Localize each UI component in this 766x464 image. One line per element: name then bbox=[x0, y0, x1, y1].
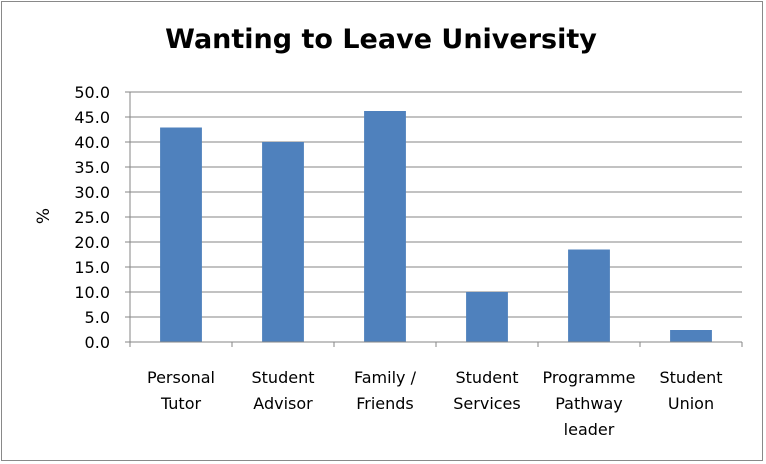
y-tick-label: 20.0 bbox=[74, 233, 110, 252]
y-tick-label: 10.0 bbox=[74, 283, 110, 302]
y-tick-label: 5.0 bbox=[85, 308, 110, 327]
y-tick-label: 35.0 bbox=[74, 158, 110, 177]
y-tick-label: 0.0 bbox=[85, 333, 110, 352]
bar bbox=[670, 330, 712, 342]
y-tick-label: 15.0 bbox=[74, 258, 110, 277]
bar bbox=[466, 292, 508, 342]
x-tick-label: Personal Tutor bbox=[147, 368, 215, 413]
bars bbox=[129, 111, 743, 347]
y-tick-label: 25.0 bbox=[74, 208, 110, 227]
y-tick-label: 30.0 bbox=[74, 183, 110, 202]
chart-title: Wanting to Leave University bbox=[165, 24, 597, 55]
gridlines bbox=[125, 91, 742, 343]
bar bbox=[364, 111, 406, 342]
y-tick-label: 50.0 bbox=[74, 83, 110, 102]
x-tick-label: Programme Pathway leader bbox=[543, 368, 636, 439]
y-tick-labels: 0.0 5.0 10.0 15.0 20.0 25.0 30.0 35.0 40.0 45.0 50… bbox=[74, 83, 110, 352]
y-tick-label: 40.0 bbox=[74, 133, 110, 152]
bar bbox=[160, 127, 202, 342]
x-tick-label: Student Union bbox=[660, 368, 723, 413]
x-tick-label: Student Advisor bbox=[252, 368, 315, 413]
x-tick-label: Family / Friends bbox=[354, 368, 417, 413]
bar bbox=[262, 142, 304, 342]
bar bbox=[568, 249, 610, 342]
y-tick-label: 45.0 bbox=[74, 108, 110, 127]
x-tick-labels: Personal Tutor Student Advisor Family / Frien… bbox=[147, 368, 723, 439]
x-tick-label: Student Services bbox=[453, 368, 520, 413]
y-axis-label: % bbox=[34, 208, 54, 224]
